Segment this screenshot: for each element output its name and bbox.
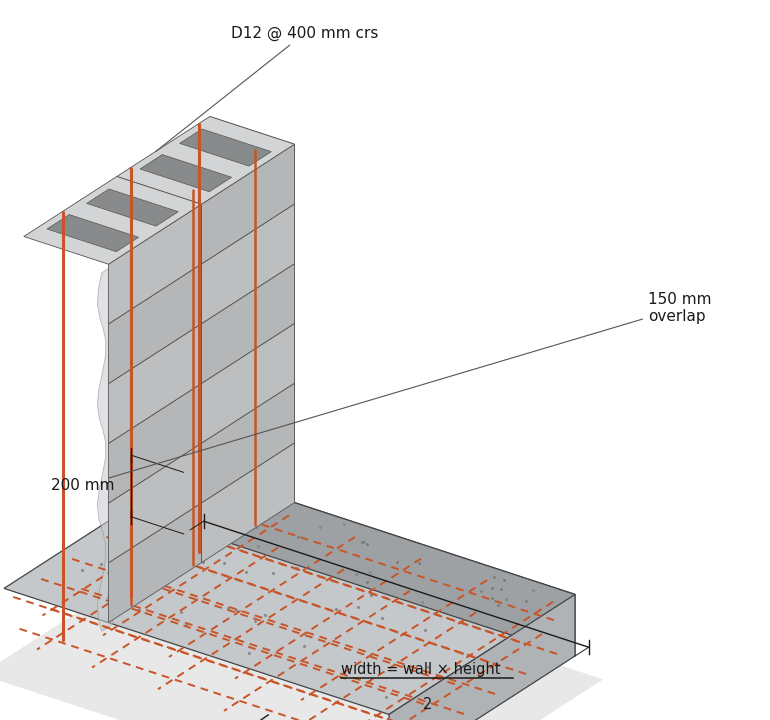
Polygon shape [202, 144, 294, 264]
Circle shape [156, 235, 190, 269]
Text: 75 mm cover to steel: 75 mm cover to steel [0, 719, 1, 720]
Polygon shape [179, 129, 271, 166]
Polygon shape [202, 204, 294, 324]
Polygon shape [109, 384, 202, 503]
Polygon shape [209, 296, 294, 383]
Polygon shape [109, 443, 202, 563]
Polygon shape [209, 117, 294, 204]
Polygon shape [202, 443, 294, 562]
Polygon shape [87, 189, 179, 226]
Polygon shape [0, 543, 603, 720]
Polygon shape [202, 383, 294, 503]
Polygon shape [202, 264, 294, 383]
Polygon shape [109, 264, 202, 384]
Polygon shape [209, 236, 294, 323]
Polygon shape [389, 595, 575, 720]
Text: D12 @
400 mm crs: D12 @ 400 mm crs [0, 719, 1, 720]
Polygon shape [126, 265, 209, 475]
Text: 200 mm: 200 mm [52, 478, 115, 493]
Text: width = wall × height: width = wall × height [341, 662, 500, 678]
Polygon shape [202, 323, 294, 443]
Polygon shape [140, 155, 232, 192]
Polygon shape [98, 266, 113, 631]
Polygon shape [109, 503, 202, 623]
Text: D12 @ 400 mm crs: D12 @ 400 mm crs [156, 25, 379, 152]
Polygon shape [4, 469, 575, 714]
Polygon shape [109, 324, 202, 444]
Polygon shape [209, 356, 294, 443]
Text: 2: 2 [423, 697, 432, 712]
Polygon shape [209, 176, 294, 264]
Polygon shape [190, 469, 575, 656]
Polygon shape [47, 215, 139, 252]
Polygon shape [117, 117, 294, 204]
Polygon shape [209, 415, 294, 503]
Circle shape [179, 235, 206, 263]
Polygon shape [24, 176, 202, 264]
Circle shape [172, 248, 192, 268]
Polygon shape [109, 204, 202, 324]
Circle shape [163, 223, 202, 261]
Text: 150 mm
overlap: 150 mm overlap [109, 292, 711, 478]
